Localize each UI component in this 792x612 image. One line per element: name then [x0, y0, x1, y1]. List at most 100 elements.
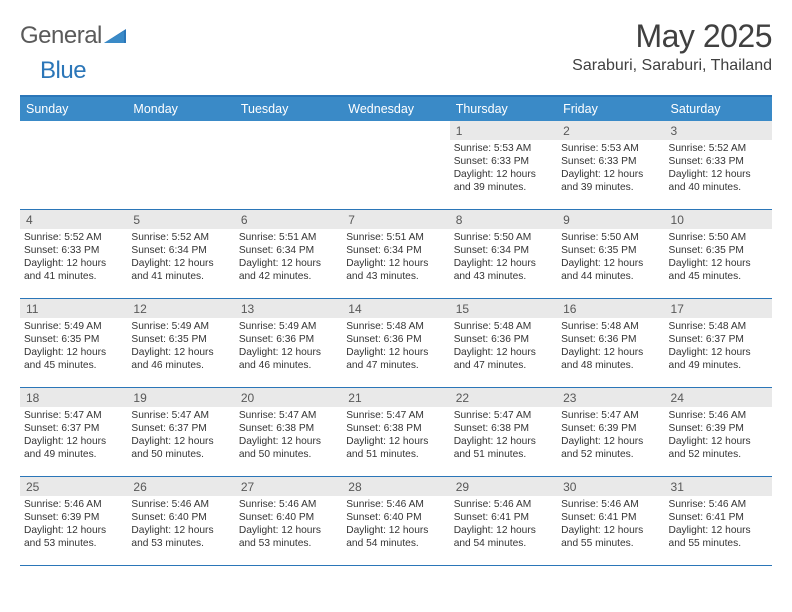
- day-content-line: Sunrise: 5:46 AM: [561, 498, 660, 511]
- day-content-line: Daylight: 12 hours: [24, 435, 123, 448]
- day-content-line: Sunset: 6:38 PM: [454, 422, 553, 435]
- day-content-line: Daylight: 12 hours: [346, 346, 445, 359]
- day-content-line: and 39 minutes.: [454, 181, 553, 194]
- calendar-day: 27Sunrise: 5:46 AMSunset: 6:40 PMDayligh…: [235, 477, 342, 565]
- day-number: 27: [235, 477, 342, 496]
- day-content: Sunrise: 5:46 AMSunset: 6:41 PMDaylight:…: [665, 496, 772, 550]
- day-content-line: Daylight: 12 hours: [131, 346, 230, 359]
- day-content-line: Sunrise: 5:52 AM: [131, 231, 230, 244]
- day-content: Sunrise: 5:47 AMSunset: 6:39 PMDaylight:…: [557, 407, 664, 461]
- day-content-line: and 42 minutes.: [239, 270, 338, 283]
- day-content-line: Daylight: 12 hours: [669, 168, 768, 181]
- day-content-line: and 40 minutes.: [669, 181, 768, 194]
- day-content-line: Sunrise: 5:50 AM: [454, 231, 553, 244]
- day-content: Sunrise: 5:48 AMSunset: 6:37 PMDaylight:…: [665, 318, 772, 372]
- calendar-day: 5Sunrise: 5:52 AMSunset: 6:34 PMDaylight…: [127, 210, 234, 298]
- calendar-week: 1Sunrise: 5:53 AMSunset: 6:33 PMDaylight…: [20, 121, 772, 210]
- day-content-line: and 51 minutes.: [346, 448, 445, 461]
- calendar-day: 12Sunrise: 5:49 AMSunset: 6:35 PMDayligh…: [127, 299, 234, 387]
- calendar-day: [342, 121, 449, 209]
- day-content: Sunrise: 5:47 AMSunset: 6:37 PMDaylight:…: [20, 407, 127, 461]
- day-content-line: and 43 minutes.: [454, 270, 553, 283]
- day-content-line: Sunrise: 5:49 AM: [239, 320, 338, 333]
- day-content-line: Sunset: 6:35 PM: [131, 333, 230, 346]
- day-content-line: Sunset: 6:35 PM: [24, 333, 123, 346]
- day-content-line: Sunrise: 5:46 AM: [239, 498, 338, 511]
- day-content-line: and 50 minutes.: [131, 448, 230, 461]
- day-content-line: Sunset: 6:39 PM: [561, 422, 660, 435]
- day-content-line: and 48 minutes.: [561, 359, 660, 372]
- day-content: Sunrise: 5:50 AMSunset: 6:34 PMDaylight:…: [450, 229, 557, 283]
- calendar-day: 8Sunrise: 5:50 AMSunset: 6:34 PMDaylight…: [450, 210, 557, 298]
- day-content: [127, 140, 234, 142]
- day-number: 3: [665, 121, 772, 140]
- day-content-line: and 41 minutes.: [24, 270, 123, 283]
- day-content-line: Sunrise: 5:46 AM: [24, 498, 123, 511]
- day-content: Sunrise: 5:47 AMSunset: 6:37 PMDaylight:…: [127, 407, 234, 461]
- day-content-line: and 45 minutes.: [24, 359, 123, 372]
- day-content-line: Daylight: 12 hours: [239, 435, 338, 448]
- weekday-header: Friday: [557, 97, 664, 121]
- day-number: 8: [450, 210, 557, 229]
- day-content-line: and 46 minutes.: [239, 359, 338, 372]
- day-content: Sunrise: 5:49 AMSunset: 6:35 PMDaylight:…: [127, 318, 234, 372]
- day-content-line: Daylight: 12 hours: [346, 257, 445, 270]
- calendar-day: [20, 121, 127, 209]
- day-content-line: Sunset: 6:34 PM: [239, 244, 338, 257]
- weekday-header: Saturday: [665, 97, 772, 121]
- day-content-line: Sunset: 6:40 PM: [239, 511, 338, 524]
- day-content-line: Sunrise: 5:46 AM: [669, 498, 768, 511]
- day-content-line: and 41 minutes.: [131, 270, 230, 283]
- day-content-line: and 54 minutes.: [346, 537, 445, 550]
- day-number: 31: [665, 477, 772, 496]
- day-content-line: Sunset: 6:37 PM: [131, 422, 230, 435]
- day-content-line: Sunset: 6:34 PM: [131, 244, 230, 257]
- day-number: 5: [127, 210, 234, 229]
- month-title: May 2025: [572, 18, 772, 55]
- day-content-line: Daylight: 12 hours: [669, 346, 768, 359]
- day-number: 9: [557, 210, 664, 229]
- day-content: Sunrise: 5:47 AMSunset: 6:38 PMDaylight:…: [235, 407, 342, 461]
- day-content-line: Sunset: 6:39 PM: [669, 422, 768, 435]
- calendar-week: 18Sunrise: 5:47 AMSunset: 6:37 PMDayligh…: [20, 388, 772, 477]
- day-content-line: and 53 minutes.: [24, 537, 123, 550]
- day-number: 23: [557, 388, 664, 407]
- day-content-line: Sunrise: 5:48 AM: [454, 320, 553, 333]
- day-content-line: Sunrise: 5:47 AM: [561, 409, 660, 422]
- day-content-line: Sunrise: 5:46 AM: [131, 498, 230, 511]
- day-content-line: Daylight: 12 hours: [239, 346, 338, 359]
- day-content-line: Daylight: 12 hours: [561, 257, 660, 270]
- calendar-day: 1Sunrise: 5:53 AMSunset: 6:33 PMDaylight…: [450, 121, 557, 209]
- day-number: 17: [665, 299, 772, 318]
- day-content: Sunrise: 5:53 AMSunset: 6:33 PMDaylight:…: [557, 140, 664, 194]
- day-content-line: Sunrise: 5:48 AM: [346, 320, 445, 333]
- day-content-line: Sunrise: 5:46 AM: [346, 498, 445, 511]
- day-content-line: and 43 minutes.: [346, 270, 445, 283]
- day-content-line: Sunrise: 5:50 AM: [669, 231, 768, 244]
- day-number: 14: [342, 299, 449, 318]
- day-content-line: and 47 minutes.: [454, 359, 553, 372]
- day-content-line: Sunset: 6:35 PM: [561, 244, 660, 257]
- day-content-line: Daylight: 12 hours: [454, 524, 553, 537]
- weekday-header: Tuesday: [235, 97, 342, 121]
- day-content-line: Sunrise: 5:51 AM: [346, 231, 445, 244]
- day-content: [235, 140, 342, 142]
- day-content-line: Sunrise: 5:47 AM: [346, 409, 445, 422]
- day-content-line: Sunrise: 5:47 AM: [454, 409, 553, 422]
- day-content-line: Daylight: 12 hours: [669, 435, 768, 448]
- day-number: 12: [127, 299, 234, 318]
- day-content-line: Sunset: 6:33 PM: [454, 155, 553, 168]
- day-content-line: Sunset: 6:41 PM: [669, 511, 768, 524]
- day-number: 21: [342, 388, 449, 407]
- day-content-line: Sunset: 6:33 PM: [669, 155, 768, 168]
- day-content: Sunrise: 5:50 AMSunset: 6:35 PMDaylight:…: [557, 229, 664, 283]
- day-content-line: Sunset: 6:37 PM: [669, 333, 768, 346]
- day-content-line: Sunrise: 5:52 AM: [24, 231, 123, 244]
- day-content: Sunrise: 5:53 AMSunset: 6:33 PMDaylight:…: [450, 140, 557, 194]
- day-number: 26: [127, 477, 234, 496]
- logo-triangle-icon: [104, 25, 126, 43]
- day-number: 4: [20, 210, 127, 229]
- day-content-line: Daylight: 12 hours: [454, 257, 553, 270]
- calendar-day: 20Sunrise: 5:47 AMSunset: 6:38 PMDayligh…: [235, 388, 342, 476]
- day-content-line: Sunrise: 5:47 AM: [239, 409, 338, 422]
